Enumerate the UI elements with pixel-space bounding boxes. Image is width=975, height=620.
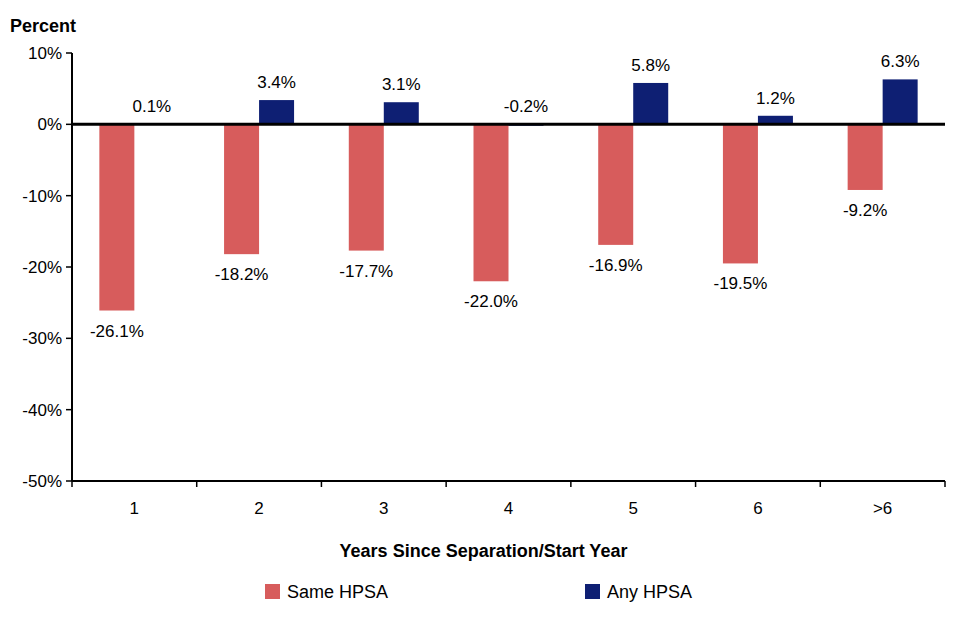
bar bbox=[633, 83, 668, 124]
x-tick-label: 6 bbox=[753, 499, 762, 518]
data-label: 1.2% bbox=[756, 89, 795, 108]
bar bbox=[883, 79, 918, 124]
data-label: -19.5% bbox=[713, 274, 767, 293]
y-tick-label: -20% bbox=[22, 258, 62, 277]
bar bbox=[848, 124, 883, 190]
y-axis-title: Percent bbox=[10, 16, 76, 36]
data-label: -16.9% bbox=[589, 256, 643, 275]
legend-swatch bbox=[585, 584, 600, 599]
x-tick bbox=[820, 481, 822, 487]
data-label: 0.1% bbox=[132, 97, 171, 116]
data-label: 6.3% bbox=[881, 52, 920, 71]
x-tick bbox=[445, 481, 447, 487]
bar bbox=[99, 124, 134, 310]
x-tick bbox=[570, 481, 572, 487]
bar bbox=[474, 124, 509, 281]
legend-label: Any HPSA bbox=[607, 582, 692, 602]
data-label: 5.8% bbox=[631, 56, 670, 75]
x-tick-label: 1 bbox=[130, 499, 139, 518]
data-label: 3.1% bbox=[382, 75, 421, 94]
data-label: -0.2% bbox=[504, 97, 548, 116]
bar bbox=[384, 102, 419, 124]
y-tick-label: -40% bbox=[22, 401, 62, 420]
y-tick-label: -50% bbox=[22, 472, 62, 491]
data-label: -26.1% bbox=[90, 322, 144, 341]
data-label: 3.4% bbox=[257, 73, 296, 92]
x-axis-line bbox=[72, 480, 945, 482]
y-tick-label: 10% bbox=[28, 44, 62, 63]
x-tick bbox=[321, 481, 323, 487]
x-tick bbox=[695, 481, 697, 487]
chart-root: -50% -40% -30% -20% -10% 0% 10% Percent 1 2 3 4 5 6 >6… bbox=[0, 0, 975, 620]
y-tick-label: 0% bbox=[37, 115, 62, 134]
bar bbox=[259, 100, 294, 124]
x-tick-label: 3 bbox=[379, 499, 388, 518]
data-label: -22.0% bbox=[464, 292, 518, 311]
y-axis-line bbox=[71, 53, 73, 481]
bar bbox=[598, 124, 633, 245]
x-tick-label: >6 bbox=[873, 499, 892, 518]
x-tick bbox=[944, 481, 946, 487]
legend-label: Same HPSA bbox=[287, 582, 388, 602]
data-label: -18.2% bbox=[215, 265, 269, 284]
data-label: -17.7% bbox=[339, 262, 393, 281]
zero-line bbox=[72, 123, 945, 126]
x-tick bbox=[71, 481, 73, 487]
y-tick-label: -10% bbox=[22, 187, 62, 206]
x-tick bbox=[196, 481, 198, 487]
bar bbox=[723, 124, 758, 263]
legend-swatch bbox=[265, 584, 280, 599]
bar bbox=[349, 124, 384, 250]
bar bbox=[224, 124, 259, 254]
x-axis-title: Years Since Separation/Start Year bbox=[340, 541, 628, 561]
x-tick-label: 4 bbox=[504, 499, 513, 518]
x-tick-label: 5 bbox=[628, 499, 637, 518]
bars bbox=[99, 79, 917, 310]
y-tick-label: -30% bbox=[22, 329, 62, 348]
x-tick-label: 2 bbox=[254, 499, 263, 518]
chart: -50% -40% -30% -20% -10% 0% 10% Percent 1 2 3 4 5 6 >6… bbox=[0, 0, 975, 620]
data-label: -9.2% bbox=[843, 201, 887, 220]
